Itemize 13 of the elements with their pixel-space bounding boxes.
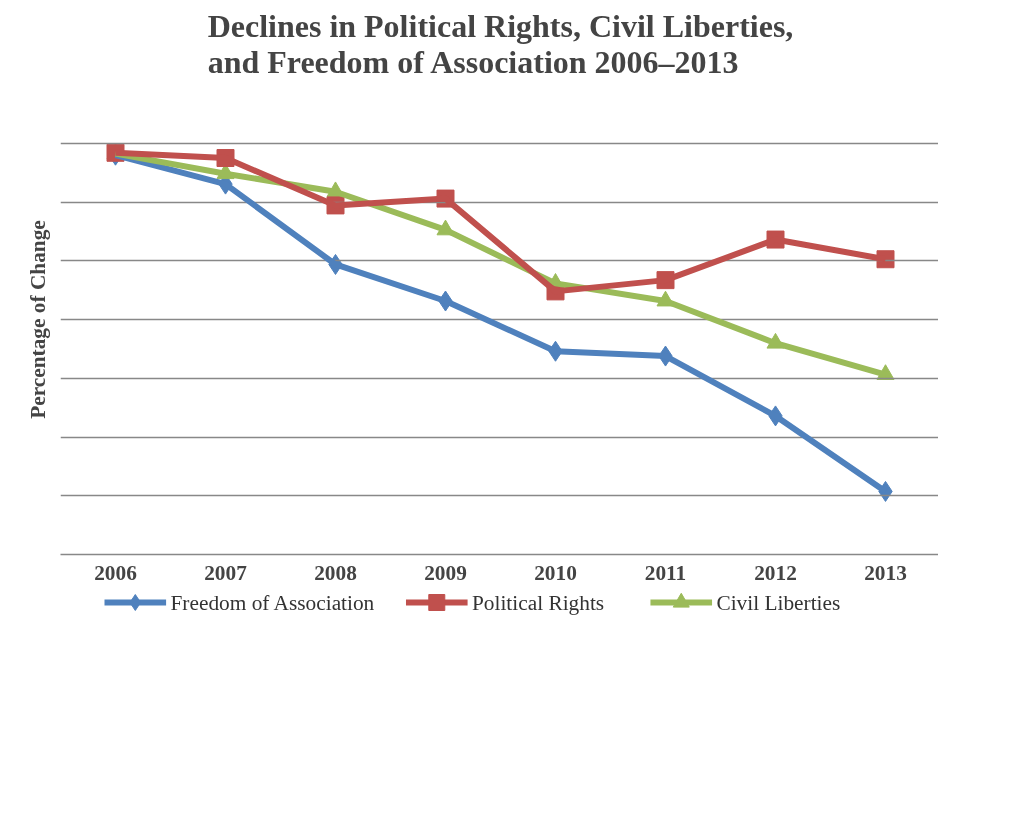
legend-label: Civil Liberties (716, 590, 841, 615)
legend-label: Political Rights (471, 590, 605, 615)
x-tick-label: 2010 (534, 560, 577, 585)
y-axis-title: Percentage of Change (25, 220, 50, 419)
legend-label: Freedom of Association (170, 590, 375, 615)
chart-title: Declines in Political Rights, Civil Liberties, and Freedom of Association 2006–2013 (207, 7, 794, 80)
x-tick-label: 2013 (864, 560, 907, 585)
x-tick-label: 2009 (424, 560, 467, 585)
x-tick-label: 2008 (314, 560, 357, 585)
x-tick-label: 2011 (644, 560, 687, 585)
x-tick-label: 2012 (754, 560, 797, 585)
x-tick-label: 2006 (94, 560, 138, 585)
x-tick-label: 2007 (204, 560, 248, 585)
